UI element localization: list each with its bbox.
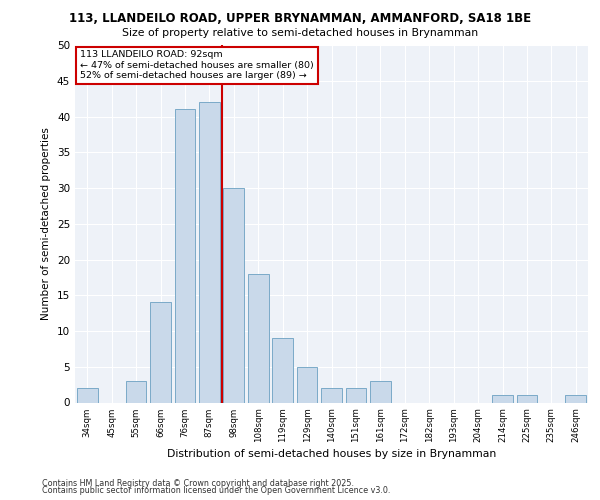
Bar xyxy=(517,396,538,402)
Text: Contains HM Land Registry data © Crown copyright and database right 2025.: Contains HM Land Registry data © Crown c… xyxy=(42,478,354,488)
Bar xyxy=(223,188,244,402)
Bar xyxy=(150,302,171,402)
Text: 113 LLANDEILO ROAD: 92sqm
← 47% of semi-detached houses are smaller (80)
52% of : 113 LLANDEILO ROAD: 92sqm ← 47% of semi-… xyxy=(80,50,314,80)
Bar xyxy=(346,388,367,402)
Bar xyxy=(125,381,146,402)
Y-axis label: Number of semi-detached properties: Number of semi-detached properties xyxy=(41,128,52,320)
Bar xyxy=(370,381,391,402)
X-axis label: Distribution of semi-detached houses by size in Brynamman: Distribution of semi-detached houses by … xyxy=(167,449,496,459)
Text: Size of property relative to semi-detached houses in Brynamman: Size of property relative to semi-detach… xyxy=(122,28,478,38)
Bar xyxy=(492,396,513,402)
Bar xyxy=(248,274,269,402)
Bar xyxy=(175,110,196,403)
Bar xyxy=(77,388,98,402)
Bar xyxy=(296,367,317,402)
Text: Contains public sector information licensed under the Open Government Licence v3: Contains public sector information licen… xyxy=(42,486,391,495)
Bar xyxy=(199,102,220,403)
Bar xyxy=(272,338,293,402)
Bar xyxy=(321,388,342,402)
Text: 113, LLANDEILO ROAD, UPPER BRYNAMMAN, AMMANFORD, SA18 1BE: 113, LLANDEILO ROAD, UPPER BRYNAMMAN, AM… xyxy=(69,12,531,26)
Bar xyxy=(565,396,586,402)
